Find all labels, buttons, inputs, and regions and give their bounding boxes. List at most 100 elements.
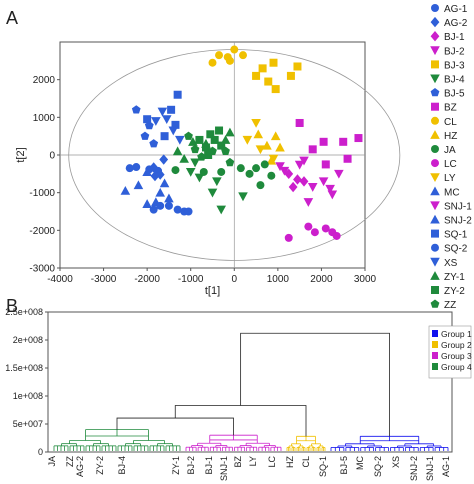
legend-marker: [431, 102, 439, 111]
data-point: [239, 51, 247, 60]
data-point: [173, 90, 182, 99]
data-point: [142, 167, 152, 176]
data-point: [308, 145, 317, 154]
data-point: [179, 153, 189, 163]
data-point: [216, 205, 227, 215]
legend-marker: [430, 173, 440, 182]
y-tick-label: 2e+008: [13, 335, 43, 345]
data-point: [190, 158, 200, 168]
data-point: [171, 120, 180, 129]
legend-marker: [430, 186, 440, 196]
data-point: [334, 169, 344, 179]
leaf-label: HZ: [285, 456, 295, 468]
data-point: [133, 180, 144, 190]
legend-marker: [430, 299, 440, 308]
y-tick-label: 2.5e+008: [5, 307, 43, 317]
data-point: [208, 146, 217, 155]
data-point: [159, 154, 169, 165]
data-point: [210, 135, 219, 144]
legend-label: ZY-2: [444, 286, 465, 297]
data-point: [262, 140, 272, 150]
data-point: [184, 207, 193, 216]
data-point: [271, 85, 280, 94]
legend-label: SQ-1: [444, 230, 468, 241]
legend-label: SQ-2: [444, 244, 468, 255]
leaf-label: XS: [391, 456, 401, 468]
legend-label: BJ-1: [444, 32, 465, 43]
data-point: [299, 176, 309, 187]
data-point: [206, 130, 215, 139]
legend-marker: [431, 60, 439, 69]
data-point: [188, 137, 198, 146]
data-point: [252, 164, 261, 173]
data-point: [294, 160, 305, 170]
data-point: [217, 167, 226, 176]
data-point: [230, 45, 239, 54]
leaf-label: LC: [267, 456, 277, 468]
data-point: [303, 198, 314, 207]
data-point: [201, 143, 210, 152]
data-point: [307, 183, 318, 192]
data-point: [164, 193, 174, 203]
legend-label: LC: [444, 159, 457, 170]
legend-swatch: [432, 363, 438, 370]
data-point: [175, 135, 185, 145]
legend-label: XS: [444, 258, 458, 269]
data-point: [142, 199, 152, 208]
legend-label: MC: [444, 187, 460, 198]
leaf-label: SQ-2: [373, 456, 383, 477]
data-point: [332, 231, 341, 240]
data-point: [245, 169, 254, 178]
y-tick-label: -1000: [29, 188, 55, 199]
dendrogram-merge: [116, 417, 234, 436]
leaf-label: BZ: [233, 456, 243, 468]
leaf-label: SNJ-1: [425, 456, 435, 481]
data-point: [172, 146, 183, 156]
data-point: [354, 134, 363, 143]
plot-frame: [47, 311, 453, 453]
leaf-label: LY: [248, 456, 258, 466]
data-point: [319, 137, 328, 146]
data-point: [242, 135, 253, 145]
data-point: [207, 188, 218, 198]
data-point: [275, 142, 285, 152]
data-point: [131, 105, 141, 114]
data-point: [168, 126, 179, 136]
legend-marker: [431, 229, 439, 238]
x-tick-label: 0: [232, 274, 238, 285]
legend-label: BJ-2: [444, 46, 465, 57]
leaf-label: ZY-1: [171, 456, 181, 475]
legend-label: BJ-5: [444, 89, 465, 100]
x-tick-label: -3000: [91, 274, 117, 285]
legend-label: Group 3: [441, 351, 472, 361]
data-point: [238, 192, 248, 202]
leaf-label: CL: [301, 456, 311, 468]
legend-label: LY: [444, 173, 456, 184]
data-point: [286, 71, 295, 80]
data-point: [197, 152, 206, 161]
data-point: [275, 162, 285, 172]
legend-label: HZ: [444, 131, 457, 142]
data-point: [258, 64, 267, 73]
data-point: [251, 118, 261, 128]
legend-label: Group 2: [441, 340, 472, 350]
legend-swatch: [432, 352, 438, 359]
legend-marker: [430, 214, 440, 224]
data-point: [293, 174, 302, 185]
leaf-label: ZY-2: [95, 456, 105, 475]
legend-label: BZ: [444, 103, 457, 114]
legend-marker: [430, 257, 440, 267]
y-tick-label: 0: [38, 447, 43, 457]
leaf-label: SQ-1: [318, 456, 328, 477]
data-point: [284, 168, 294, 180]
data-point: [260, 160, 269, 169]
legend-marker: [430, 46, 440, 56]
data-point: [195, 135, 204, 144]
data-point: [225, 157, 235, 167]
data-point: [269, 58, 278, 67]
data-point: [149, 162, 159, 173]
data-point: [173, 205, 182, 214]
data-point: [343, 154, 352, 163]
